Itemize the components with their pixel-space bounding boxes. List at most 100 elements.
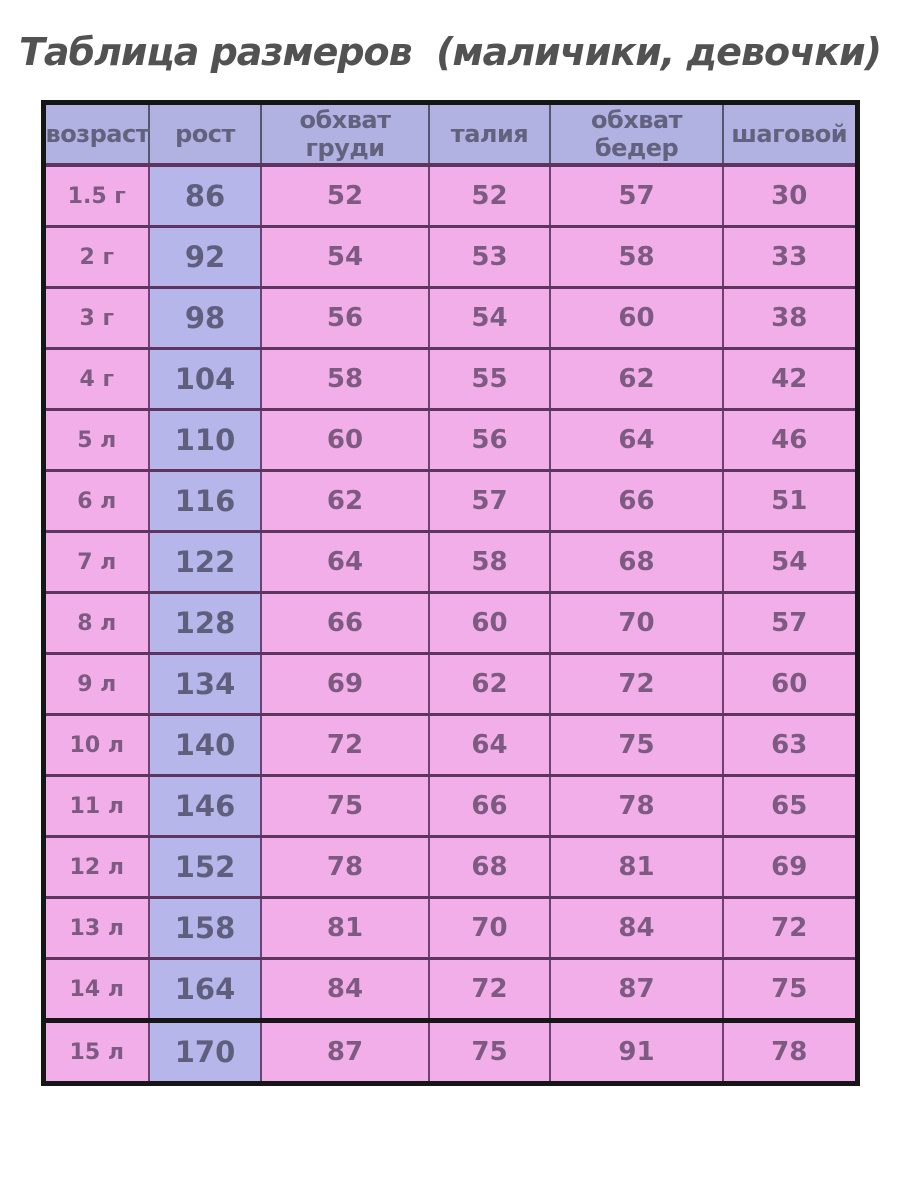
cell-hips: 64 xyxy=(549,408,723,471)
table-row: 5 л 110 60 56 64 46 xyxy=(43,408,857,471)
cell-height: 158 xyxy=(148,896,261,959)
cell-hips: 68 xyxy=(549,530,723,593)
cell-height: 122 xyxy=(148,530,261,593)
table-row: 15 л 170 87 75 91 78 xyxy=(43,1018,857,1084)
cell-age: 9 л xyxy=(43,652,149,715)
cell-inseam: 78 xyxy=(722,1018,857,1084)
cell-age: 8 л xyxy=(43,591,149,654)
cell-waist: 54 xyxy=(428,286,550,349)
cell-age: 11 л xyxy=(43,774,149,837)
cell-height: 146 xyxy=(148,774,261,837)
cell-inseam: 72 xyxy=(722,896,857,959)
cell-waist: 52 xyxy=(428,165,550,227)
cell-age: 5 л xyxy=(43,408,149,471)
header-cell-height: рост xyxy=(148,102,261,167)
cell-waist: 60 xyxy=(428,591,550,654)
cell-inseam: 51 xyxy=(722,469,857,532)
cell-inseam: 63 xyxy=(722,713,857,776)
table-row: 6 л 116 62 57 66 51 xyxy=(43,469,857,532)
table-row: 8 л 128 66 60 70 57 xyxy=(43,591,857,654)
cell-inseam: 69 xyxy=(722,835,857,898)
header-cell-chest: обхват груди xyxy=(260,102,429,167)
cell-height: 134 xyxy=(148,652,261,715)
cell-hips: 81 xyxy=(549,835,723,898)
cell-age: 13 л xyxy=(43,896,149,959)
cell-inseam: 42 xyxy=(722,347,857,410)
cell-height: 164 xyxy=(148,957,261,1021)
cell-chest: 56 xyxy=(260,286,429,349)
cell-hips: 57 xyxy=(549,165,723,227)
cell-hips: 75 xyxy=(549,713,723,776)
cell-chest: 62 xyxy=(260,469,429,532)
cell-waist: 70 xyxy=(428,896,550,959)
table-body: 1.5 г 86 52 52 57 30 2 г 92 54 53 58 33 3 г 98 56 54 60 3… xyxy=(43,165,857,1084)
table-row: 9 л 134 69 62 72 60 xyxy=(43,652,857,715)
cell-height: 128 xyxy=(148,591,261,654)
cell-height: 104 xyxy=(148,347,261,410)
page-title: Таблица размеров (маличики, девочки) xyxy=(19,30,882,74)
cell-waist: 62 xyxy=(428,652,550,715)
cell-inseam: 54 xyxy=(722,530,857,593)
cell-chest: 64 xyxy=(260,530,429,593)
cell-age: 3 г xyxy=(43,286,149,349)
cell-age: 10 л xyxy=(43,713,149,776)
table-row: 7 л 122 64 58 68 54 xyxy=(43,530,857,593)
cell-chest: 58 xyxy=(260,347,429,410)
header-cell-age: возраст xyxy=(43,102,150,167)
cell-hips: 84 xyxy=(549,896,723,959)
cell-inseam: 57 xyxy=(722,591,857,654)
cell-hips: 62 xyxy=(549,347,723,410)
cell-waist: 66 xyxy=(428,774,550,837)
header-cell-inseam: шаговой xyxy=(722,102,857,167)
cell-age: 15 л xyxy=(43,1018,149,1084)
cell-height: 152 xyxy=(148,835,261,898)
cell-height: 110 xyxy=(148,408,261,471)
cell-inseam: 65 xyxy=(722,774,857,837)
cell-inseam: 33 xyxy=(722,225,857,288)
cell-chest: 60 xyxy=(260,408,429,471)
cell-waist: 56 xyxy=(428,408,550,471)
cell-hips: 66 xyxy=(549,469,723,532)
table-row: 14 л 164 84 72 87 75 xyxy=(43,957,857,1021)
cell-chest: 84 xyxy=(260,957,429,1021)
cell-hips: 78 xyxy=(549,774,723,837)
cell-chest: 72 xyxy=(260,713,429,776)
cell-age: 6 л xyxy=(43,469,149,532)
cell-chest: 66 xyxy=(260,591,429,654)
cell-height: 98 xyxy=(148,286,261,349)
cell-waist: 53 xyxy=(428,225,550,288)
cell-chest: 54 xyxy=(260,225,429,288)
header-cell-waist: талия xyxy=(428,102,550,167)
cell-age: 4 г xyxy=(43,347,149,410)
header-cell-hips: обхват бедер xyxy=(549,102,723,167)
cell-waist: 58 xyxy=(428,530,550,593)
cell-waist: 64 xyxy=(428,713,550,776)
cell-chest: 52 xyxy=(260,165,429,227)
cell-age: 2 г xyxy=(43,225,149,288)
cell-chest: 78 xyxy=(260,835,429,898)
cell-chest: 69 xyxy=(260,652,429,715)
cell-height: 116 xyxy=(148,469,261,532)
cell-inseam: 60 xyxy=(722,652,857,715)
cell-height: 92 xyxy=(148,225,261,288)
cell-height: 86 xyxy=(148,165,261,227)
cell-inseam: 38 xyxy=(722,286,857,349)
cell-age: 1.5 г xyxy=(43,165,149,227)
cell-inseam: 46 xyxy=(722,408,857,471)
cell-hips: 91 xyxy=(549,1018,723,1084)
table-row: 12 л 152 78 68 81 69 xyxy=(43,835,857,898)
table-row: 4 г 104 58 55 62 42 xyxy=(43,347,857,410)
cell-height: 170 xyxy=(148,1018,261,1084)
cell-waist: 68 xyxy=(428,835,550,898)
cell-waist: 55 xyxy=(428,347,550,410)
cell-inseam: 75 xyxy=(722,957,857,1021)
cell-age: 12 л xyxy=(43,835,149,898)
cell-hips: 87 xyxy=(549,957,723,1021)
table-row: 10 л 140 72 64 75 63 xyxy=(43,713,857,776)
cell-hips: 60 xyxy=(549,286,723,349)
table-row: 2 г 92 54 53 58 33 xyxy=(43,225,857,288)
table-row: 11 л 146 75 66 78 65 xyxy=(43,774,857,837)
cell-hips: 72 xyxy=(549,652,723,715)
size-table: возраст рост обхват груди талия обхват б… xyxy=(40,100,860,1086)
